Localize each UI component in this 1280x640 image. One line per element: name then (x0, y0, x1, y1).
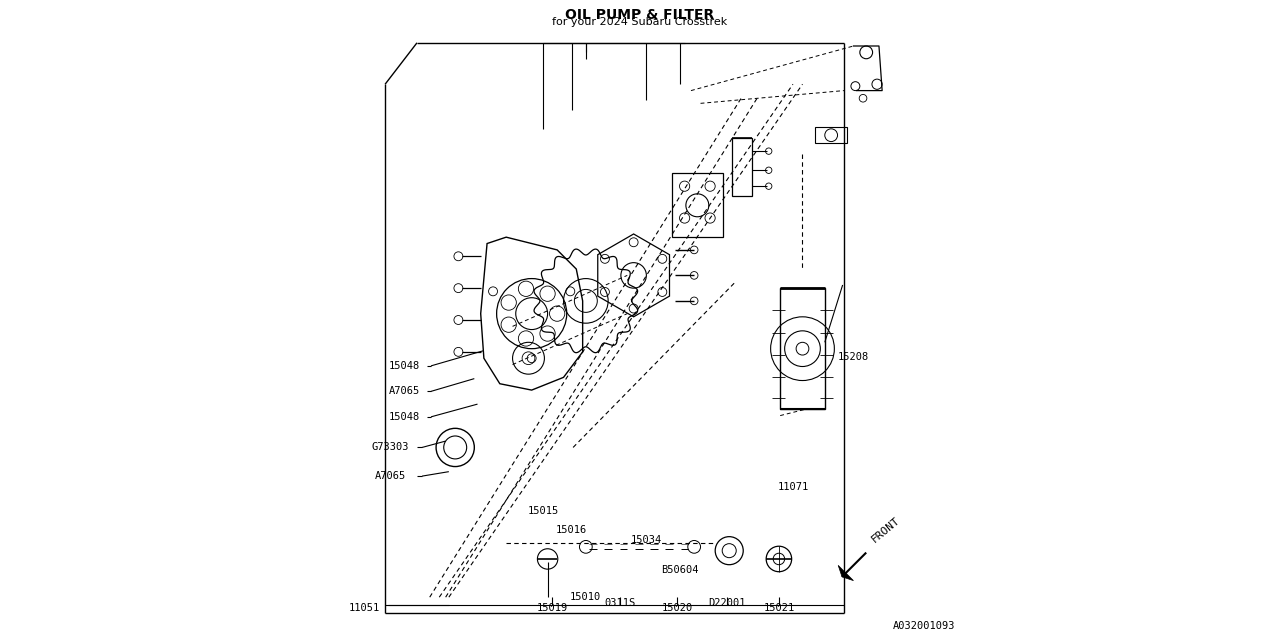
Text: D22001: D22001 (708, 598, 745, 608)
Text: 15020: 15020 (662, 603, 692, 613)
Text: OIL PUMP & FILTER: OIL PUMP & FILTER (566, 8, 714, 22)
Text: 15034: 15034 (631, 535, 662, 545)
Circle shape (540, 326, 556, 341)
Text: 15208: 15208 (838, 352, 869, 362)
Circle shape (518, 281, 534, 296)
Text: A7065: A7065 (389, 387, 420, 396)
Text: 15048: 15048 (389, 412, 420, 422)
Circle shape (540, 286, 556, 301)
Circle shape (549, 306, 564, 321)
Text: 15021: 15021 (763, 603, 795, 613)
Text: 15016: 15016 (557, 525, 588, 535)
Text: 11051: 11051 (349, 603, 380, 613)
Bar (781, 288, 824, 409)
Bar (815, 127, 847, 143)
Text: A7065: A7065 (375, 471, 406, 481)
Bar (672, 173, 723, 237)
Text: for your 2024 Subaru Crosstrek: for your 2024 Subaru Crosstrek (553, 17, 727, 28)
Text: 0311S: 0311S (604, 598, 635, 608)
Text: 11071: 11071 (777, 482, 809, 492)
Text: G73303: G73303 (371, 442, 408, 452)
Circle shape (518, 331, 534, 346)
Circle shape (500, 317, 516, 332)
Text: FRONT: FRONT (869, 516, 901, 545)
Text: A032001093: A032001093 (893, 621, 955, 631)
Polygon shape (838, 565, 854, 580)
Text: B50604: B50604 (662, 564, 699, 575)
Bar (732, 138, 751, 196)
Text: 15048: 15048 (389, 361, 420, 371)
Text: 15019: 15019 (536, 603, 568, 613)
Circle shape (500, 295, 516, 310)
Text: 15010: 15010 (570, 592, 602, 602)
Text: 15015: 15015 (527, 506, 559, 516)
